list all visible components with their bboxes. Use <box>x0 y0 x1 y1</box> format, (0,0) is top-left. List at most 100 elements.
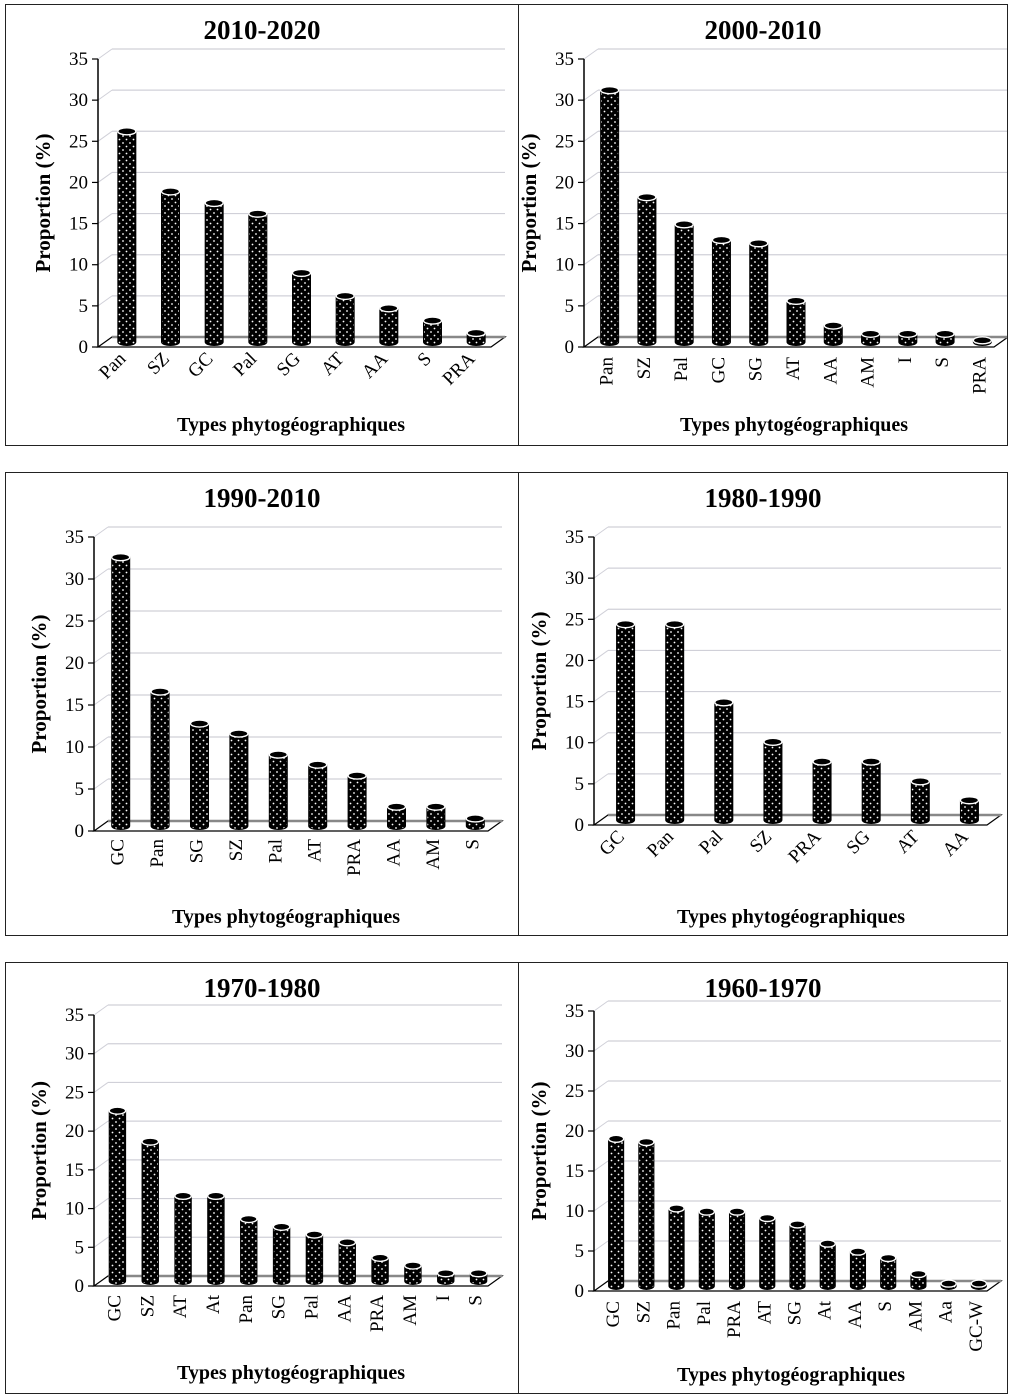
bar-top <box>204 198 224 208</box>
bar-top <box>436 1269 455 1278</box>
y-tick-label: 15 <box>565 1161 584 1182</box>
bar-S <box>422 316 443 346</box>
bar-top <box>940 1279 957 1288</box>
bar-top <box>160 187 181 196</box>
category-label: AM <box>858 357 879 388</box>
bar-SG <box>789 1220 806 1290</box>
chart-svg: 1990-2010 0 5 10 15 20 25 30 35 Proportion (%) GC P… <box>27 483 504 928</box>
bar-body <box>292 272 311 346</box>
y-tick-label: 35 <box>555 49 574 70</box>
category-label: AT <box>892 826 924 858</box>
bar-body <box>763 741 783 824</box>
chart-panel-1980-1990: 1980-1990 0 5 10 15 20 25 30 35 Proportion (%) GC P… <box>518 472 1008 936</box>
bar-top <box>469 1269 488 1278</box>
y-tick-label: 25 <box>555 131 574 152</box>
y-tick-label: 5 <box>75 1237 85 1258</box>
chart-title: 1980-1990 <box>705 483 822 513</box>
chart-svg: 1960-1970 0 5 10 15 20 25 30 35 Proportion (%) GC S… <box>527 973 1003 1386</box>
bar-top <box>248 209 268 218</box>
bar-body <box>789 1223 806 1290</box>
category-label: I <box>895 357 916 363</box>
category-label: PRA <box>367 1295 388 1332</box>
y-tick-label: 0 <box>575 815 585 836</box>
bar-top <box>338 1238 357 1247</box>
bar-SG <box>749 239 769 346</box>
bar-PRA <box>812 757 832 824</box>
gridline-depth <box>583 89 599 101</box>
bar-top <box>849 1247 867 1256</box>
bar-body <box>161 190 180 346</box>
bar-SZ <box>160 187 181 346</box>
category-label: Pal <box>301 1295 322 1319</box>
x-axis-label: Types phytogéographiques <box>177 1362 405 1384</box>
bar-body <box>786 300 806 346</box>
bar-body <box>637 196 657 346</box>
category-label: AM <box>905 1301 926 1332</box>
category-label: SZ <box>143 349 174 380</box>
bar-top <box>305 1230 324 1239</box>
bar-body <box>426 806 446 830</box>
gridline-depth <box>97 213 113 224</box>
bar-PRA <box>347 771 367 830</box>
bar-GC <box>607 1134 625 1290</box>
gridline-depth <box>593 732 609 744</box>
bar-body <box>749 242 769 346</box>
category-label: SZ <box>226 839 247 861</box>
y-tick-label: 25 <box>65 611 84 632</box>
bar-top <box>599 86 620 95</box>
bar-Pal <box>248 209 268 346</box>
bar-SZ <box>141 1137 160 1285</box>
bar-Pan <box>117 127 137 346</box>
bar-Pan <box>599 86 620 346</box>
gridline-depth <box>97 254 113 266</box>
bar-S <box>879 1253 897 1290</box>
bar-At <box>207 1191 225 1285</box>
bar-top <box>150 687 170 696</box>
category-label: PRA <box>724 1301 745 1338</box>
y-axis-label: Proportion (%) <box>27 614 51 753</box>
bar-top <box>308 760 328 769</box>
bar-Pan <box>150 687 170 830</box>
category-label: SG <box>746 357 767 382</box>
bar-Pal <box>714 698 734 824</box>
y-tick-label: 15 <box>65 695 84 716</box>
category-label: GC <box>184 349 218 383</box>
bar-I <box>436 1269 455 1285</box>
bar-top <box>189 719 210 728</box>
bar-I <box>898 329 918 346</box>
category-label: GC <box>108 839 129 865</box>
bar-top <box>711 235 732 245</box>
y-tick-label: 35 <box>65 1005 84 1026</box>
bar-top <box>823 321 843 330</box>
bar-body <box>819 1243 836 1290</box>
bar-AT <box>759 1213 776 1290</box>
bar-body <box>910 1273 927 1290</box>
category-label: Pal <box>695 827 727 859</box>
bar-body <box>714 701 734 824</box>
category-label: S <box>462 839 483 850</box>
chart-svg: 1980-1990 0 5 10 15 20 25 30 35 Proportion (%) GC P… <box>527 483 1003 928</box>
bar-top <box>379 304 399 313</box>
y-tick-label: 35 <box>565 1001 584 1022</box>
bar-top <box>749 239 769 248</box>
bar-top <box>347 771 367 780</box>
bar-body <box>347 775 367 830</box>
gridline-depth <box>97 172 113 183</box>
bar-body <box>959 799 979 824</box>
y-tick-label: 10 <box>555 255 574 276</box>
gridline-depth <box>93 1198 109 1209</box>
gridline-depth <box>583 254 599 266</box>
bar-top <box>229 729 249 738</box>
bar-top <box>970 1279 988 1288</box>
bar-Pan <box>664 619 685 824</box>
bar-body <box>638 1141 655 1290</box>
y-tick-label: 15 <box>69 214 88 235</box>
bar-top <box>426 802 446 811</box>
y-tick-label: 20 <box>65 653 84 674</box>
bar-body <box>248 213 268 346</box>
bar-top <box>789 1220 806 1229</box>
bar-body <box>338 1241 356 1285</box>
bar-body <box>823 325 843 346</box>
y-tick-label: 5 <box>75 779 85 800</box>
bar-top <box>615 619 636 629</box>
